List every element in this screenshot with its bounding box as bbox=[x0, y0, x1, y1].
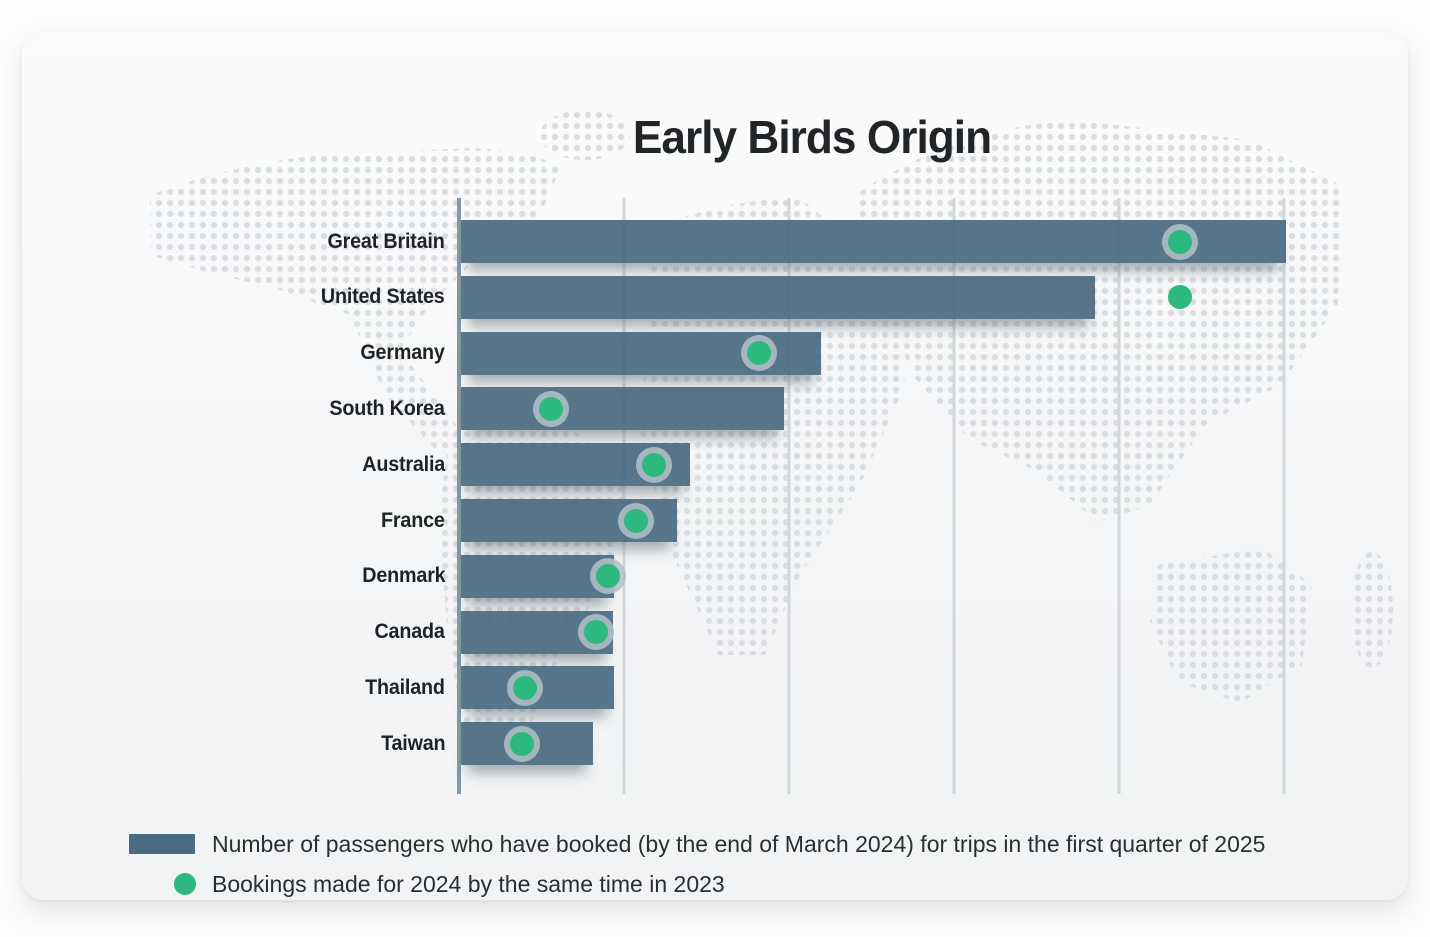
bookings-2023-dot-marker bbox=[747, 341, 772, 366]
bookings-2023-dot-marker bbox=[583, 620, 608, 645]
chart-card: Early Birds Origin Great Britain United S… bbox=[22, 32, 1408, 900]
bar-row: France bbox=[381, 499, 1284, 542]
y-axis-line bbox=[457, 198, 461, 794]
booked-2025-bar bbox=[461, 666, 615, 710]
bookings-2023-dot-marker bbox=[539, 396, 564, 421]
bar-row: Great Britain bbox=[328, 220, 1286, 263]
booked-2025-bar bbox=[461, 275, 1095, 319]
bar-row: Denmark bbox=[362, 554, 1284, 598]
row-label: France bbox=[381, 508, 445, 532]
bar-row: Thailand bbox=[365, 666, 1284, 710]
bookings-2023-dot-marker bbox=[623, 508, 648, 533]
booked-2025-bar bbox=[461, 387, 785, 431]
bookings-2023-dot-marker bbox=[1168, 285, 1193, 310]
bar-row: Germany bbox=[361, 331, 1284, 375]
bookings-2023-dot-marker bbox=[1168, 229, 1193, 254]
row-label: Canada bbox=[374, 620, 445, 644]
bookings-2023-dot-marker bbox=[513, 675, 537, 700]
bookings-2023-dot-marker bbox=[595, 564, 620, 589]
chart-title: Early Birds Origin bbox=[632, 111, 992, 163]
row-label: Australia bbox=[362, 452, 445, 476]
gridline bbox=[952, 198, 956, 794]
plot-area: Great Britain United States Germany South K… bbox=[321, 198, 1286, 794]
row-label: Thailand bbox=[365, 675, 445, 699]
row-label: Taiwan bbox=[380, 731, 446, 755]
booked-2025-bar bbox=[461, 220, 1286, 263]
row-label: Great Britain bbox=[327, 229, 445, 253]
bookings-2023-dot-marker bbox=[641, 452, 666, 477]
row-label: Denmark bbox=[361, 564, 445, 588]
row-label: Germany bbox=[360, 341, 445, 365]
bar-row: Taiwan bbox=[381, 722, 1284, 766]
dot-swatch-icon bbox=[174, 873, 196, 895]
booked-2025-bar bbox=[461, 554, 615, 598]
legend-label-dots: Bookings made for 2024 by the same time … bbox=[212, 870, 725, 897]
gridline bbox=[787, 198, 791, 794]
bookings-2023-dot-marker bbox=[509, 731, 534, 756]
legend-item-bars: Number of passengers who have booked (by… bbox=[129, 829, 1265, 859]
bar-row: South Korea bbox=[330, 387, 1284, 431]
gridline bbox=[1117, 198, 1121, 794]
bar-row: Canada bbox=[375, 610, 1284, 654]
bar-row: United States bbox=[321, 275, 1284, 319]
gridline bbox=[1282, 198, 1286, 794]
legend: Number of passengers who have booked (by… bbox=[129, 829, 1265, 899]
legend-label-bars: Number of passengers who have booked (by… bbox=[212, 830, 1266, 857]
bar-row: Australia bbox=[362, 443, 1284, 487]
bar-swatch-icon bbox=[129, 834, 195, 854]
legend-item-dots: Bookings made for 2024 by the same time … bbox=[129, 869, 1265, 899]
row-label: South Korea bbox=[329, 396, 445, 420]
gridline bbox=[622, 198, 626, 794]
row-label: United States bbox=[321, 285, 445, 309]
